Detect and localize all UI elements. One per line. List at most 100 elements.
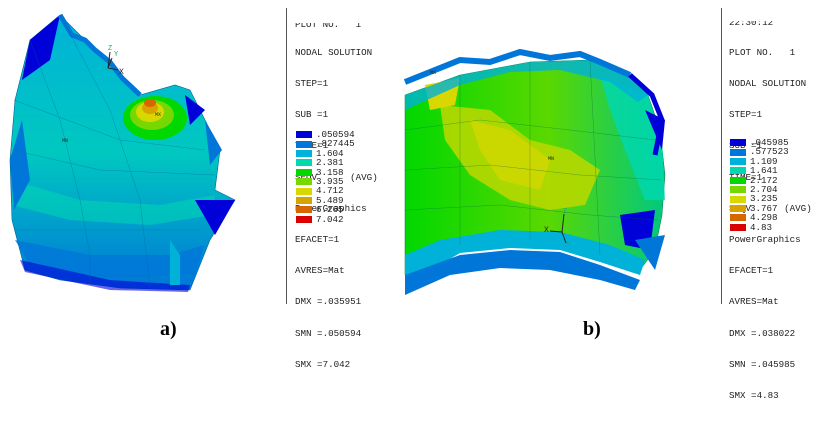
- legend-row: 5.489: [296, 194, 355, 206]
- legend-value: 3.235: [750, 193, 778, 205]
- info-line: PLOT NO. 1: [729, 46, 796, 58]
- legend-swatch: [296, 131, 312, 139]
- legend-value: 7.042: [316, 213, 344, 225]
- legend-row: .577523: [730, 146, 789, 158]
- info-line: AVRES=Mat: [295, 265, 345, 277]
- legend-row: 1.641: [730, 165, 789, 177]
- separator-a: [286, 8, 287, 304]
- axis-triad-b: [549, 213, 567, 244]
- legend-value: 6.265: [316, 204, 344, 216]
- legend-value: 1.604: [316, 147, 344, 159]
- legend-row: 6.265: [296, 204, 355, 216]
- contour-legend-a: .050594 .827445 1.604 2.381 3.158 3.935 …: [296, 130, 355, 224]
- legend-row: 1.109: [730, 155, 789, 167]
- legend-value: 2.172: [750, 174, 778, 186]
- legend-row: 3.767: [730, 202, 789, 214]
- legend-value: .045985: [750, 137, 789, 148]
- legend-swatch: [296, 149, 312, 157]
- legend-row: 2.172: [730, 174, 789, 186]
- info-line: DMX =.035951: [295, 296, 362, 308]
- info-line: DMX =.038022: [729, 327, 796, 339]
- legend-value: 3.158: [316, 166, 344, 178]
- legend-swatch: [296, 168, 312, 176]
- marker-mx-a: MX: [155, 112, 161, 118]
- stress-plot-b: X Z Y MX MN: [403, 48, 666, 295]
- legend-value: 1.109: [750, 155, 778, 167]
- legend-row: 1.604: [296, 147, 355, 159]
- marker-mx-b: MX: [430, 70, 436, 76]
- legend-swatch: [730, 139, 746, 147]
- caption-a: a): [160, 318, 177, 340]
- legend-row: 3.158: [296, 166, 355, 178]
- legend-swatch: [730, 167, 746, 175]
- axis-z-label-b: Z: [563, 208, 567, 216]
- info-line: SMN =.050594: [295, 327, 362, 339]
- legend-swatch: [730, 176, 746, 184]
- legend-swatch: [730, 214, 746, 222]
- info-line: EFACET=1: [295, 233, 340, 245]
- legend-swatch: [296, 159, 312, 167]
- axis-triad-a: [107, 51, 119, 71]
- legend-value: .577523: [750, 146, 789, 158]
- legend-row: .827445: [296, 138, 355, 150]
- info-line: EFACET=1: [729, 265, 774, 277]
- info-line: STEP=1: [295, 77, 329, 89]
- marker-mn-b: MN: [548, 156, 554, 162]
- legend-value: .827445: [316, 138, 355, 150]
- legend-swatch: [296, 206, 312, 214]
- info-line: SEQV (AVG): [295, 171, 378, 183]
- legend-swatch: [730, 148, 746, 156]
- legend-value: 3.767: [750, 202, 778, 214]
- legend-value: 4.83: [750, 221, 773, 233]
- legend-value: 2.704: [750, 183, 778, 195]
- info-line: NODAL SOLUTION: [295, 46, 373, 58]
- info-line: STEP=1: [729, 109, 763, 121]
- legend-row: .045985: [730, 138, 789, 147]
- legend-swatch: [296, 178, 312, 186]
- legend-value: 2.381: [316, 157, 344, 169]
- axis-z-label-a: Z: [108, 45, 112, 53]
- legend-row: 2.381: [296, 157, 355, 169]
- legend-row: 3.935: [296, 177, 355, 186]
- info-line: SUB =1: [295, 109, 329, 121]
- legend-swatch: [730, 204, 746, 212]
- legend-value: 4.298: [750, 212, 778, 224]
- caption-b: b): [583, 318, 601, 340]
- stress-plot-a: X Z Y MX MN: [9, 13, 236, 292]
- axis-y-label-b: Y: [566, 241, 571, 249]
- legend-value: 4.712: [316, 185, 344, 197]
- axis-x-label-b: X: [544, 226, 549, 235]
- info-line: AVRES=Mat: [729, 296, 779, 308]
- info-line: SMX =4.83: [729, 390, 779, 402]
- legend-value: .050594: [316, 129, 355, 140]
- legend-row: 2.704: [730, 185, 789, 194]
- legend-value: 3.935: [316, 175, 344, 187]
- legend-swatch: [730, 195, 746, 203]
- legend-swatch: [730, 186, 746, 194]
- legend-row: 4.712: [296, 185, 355, 197]
- info-line: NODAL SOLUTION: [729, 77, 807, 89]
- separator-b: [721, 8, 722, 304]
- legend-swatch: [730, 223, 746, 231]
- info-line: PowerGraphics: [295, 202, 367, 214]
- info-line: 22:30:12: [729, 20, 774, 27]
- legend-value: 5.489: [316, 194, 344, 206]
- legend-row: .050594: [296, 130, 355, 139]
- legend-row: 4.298: [730, 212, 789, 224]
- info-line: PowerGraphics: [729, 233, 801, 245]
- contour-legend-b: .045985 .577523 1.109 1.641 2.172 2.704 …: [730, 138, 789, 232]
- info-line: SMX =7.042: [295, 358, 351, 370]
- marker-mn-a: MN: [62, 138, 68, 144]
- legend-row: 7.042: [296, 213, 355, 225]
- legend-swatch: [296, 196, 312, 204]
- info-line: PLOT NO. 1: [295, 23, 378, 27]
- legend-swatch: [296, 187, 312, 195]
- axis-y-label-a: Y: [114, 51, 119, 59]
- legend-row: 4.83: [730, 221, 789, 233]
- legend-swatch: [296, 215, 312, 223]
- legend-swatch: [296, 140, 312, 148]
- info-line: SMN =.045985: [729, 358, 796, 370]
- legend-value: 1.641: [750, 165, 778, 177]
- legend-swatch: [730, 157, 746, 165]
- axis-x-label-a: X: [119, 68, 124, 77]
